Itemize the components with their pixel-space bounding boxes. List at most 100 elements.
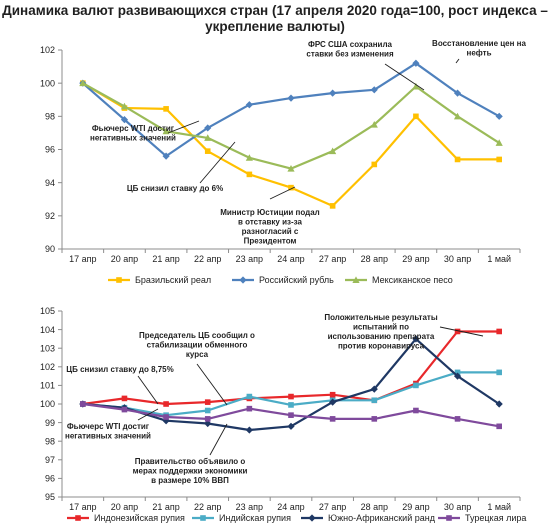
data-point (163, 414, 169, 420)
annotation-text: использованию препарата (328, 332, 435, 341)
x-tick-label: 23 апр (236, 254, 263, 264)
data-point (287, 94, 295, 102)
data-point (204, 148, 211, 154)
y-tick-label: 101 (40, 381, 55, 391)
data-point (79, 79, 87, 87)
annotation-leader (209, 423, 228, 456)
data-point (370, 385, 378, 393)
x-tick-label: 28 апр (361, 502, 388, 512)
annotation-text: Фьючерс WTI достиг (67, 422, 150, 431)
legend-label: Турецкая лира (465, 513, 526, 523)
legend-label: Южно-Африканский ранд (328, 513, 436, 523)
annotation-text: Восстановление цен на (432, 39, 526, 48)
legend-item: Турецкая лира (438, 513, 526, 523)
x-tick-label: 30 апр (444, 254, 471, 264)
chart-2: 95 96 97 98 99 100 101 102 103 104 105 17 апр 20 апр… (40, 306, 526, 523)
data-point (162, 152, 170, 160)
data-point (80, 401, 86, 407)
legend-swatch-marker (308, 514, 316, 522)
legend-swatch-marker (200, 515, 206, 521)
data-point (245, 154, 253, 161)
data-point (287, 422, 295, 430)
data-point (412, 335, 420, 343)
data-point (120, 116, 129, 124)
annotation: ЦБ снизил ставку до 8,75% (66, 365, 174, 405)
x-tick-label: 23 апр (236, 502, 263, 512)
y-tick-label: 102 (40, 362, 55, 372)
x-tick-label: 24 апр (277, 502, 304, 512)
data-point (454, 156, 461, 163)
data-point (371, 161, 378, 168)
data-point (163, 401, 169, 407)
annotation-text: негативных значений (65, 432, 151, 441)
data-point (288, 402, 294, 408)
annotation-text: в отставку из-за (238, 218, 302, 227)
annotation-text: Президентом (244, 237, 297, 246)
annotation-leader (384, 63, 425, 91)
annotation-leader (455, 58, 460, 64)
x-tick-label: 28 апр (361, 254, 388, 264)
data-point (413, 407, 419, 414)
data-point (453, 112, 462, 120)
legend-swatch-marker (116, 277, 122, 283)
data-point (204, 399, 211, 405)
data-point (245, 426, 253, 434)
data-point (496, 156, 502, 163)
annotation-text: Председатель ЦБ сообщил о (139, 331, 255, 340)
annotation-text: нефть (466, 49, 491, 58)
data-point (246, 405, 253, 412)
y-tick-label: 104 (40, 325, 55, 335)
x-tick-label: 27 апр (319, 254, 346, 264)
annotation-text: Правительство объявило о (135, 457, 246, 466)
data-point (412, 59, 420, 67)
data-point (288, 412, 294, 418)
legend-swatch-marker (446, 515, 452, 521)
series-1 (80, 80, 502, 209)
legend-swatch-marker (239, 276, 247, 284)
data-point (412, 82, 420, 90)
legend-item: Индонезийская рупия (67, 513, 185, 523)
annotation-leader (196, 363, 228, 406)
x-tick-label: 27 апр (319, 502, 346, 512)
page-title: Динамика валют развивающихся стран (17 а… (2, 3, 548, 34)
data-point (204, 407, 211, 414)
x-tick-label: 22 апр (194, 254, 221, 264)
data-point (453, 372, 462, 380)
x-tick-label: 1 май (487, 254, 511, 264)
annotation-text: курса (186, 350, 209, 359)
legend-item: Южно-Африканский ранд (301, 513, 436, 523)
x-tick-label: 17 апр (69, 502, 96, 512)
data-point (120, 102, 129, 110)
annotation-text: ЦБ снизил ставку до 8,75% (66, 365, 174, 374)
data-point (454, 416, 461, 422)
series-4 (80, 401, 502, 430)
annotation-text: испытаний по (353, 323, 409, 332)
legend-label: Российский рубль (259, 275, 334, 285)
x-tick-label: 29 апр (402, 502, 429, 512)
y-tick-label: 96 (45, 474, 55, 484)
data-point (454, 328, 461, 335)
annotation-text: разногласий с (242, 227, 299, 236)
data-point (370, 86, 378, 94)
annotation-leader (167, 120, 200, 134)
data-point (245, 101, 253, 109)
annotation-text: мерах поддержки экономики (133, 467, 248, 476)
y-tick-label: 105 (40, 306, 55, 316)
x-tick-label: 30 апр (444, 502, 471, 512)
legend-label: Индийская рупия (219, 513, 291, 523)
data-point (288, 184, 294, 191)
data-point (204, 419, 212, 428)
x-tick-label: 24 апр (277, 254, 304, 264)
x-tick-label: 21 апр (152, 254, 179, 264)
data-point (329, 391, 336, 398)
data-point (496, 423, 502, 430)
annotation-text: ФРС США сохранила (308, 40, 393, 49)
data-point (329, 203, 336, 209)
y-tick-label: 98 (45, 436, 55, 446)
data-point (370, 121, 378, 128)
series-2 (79, 59, 503, 160)
